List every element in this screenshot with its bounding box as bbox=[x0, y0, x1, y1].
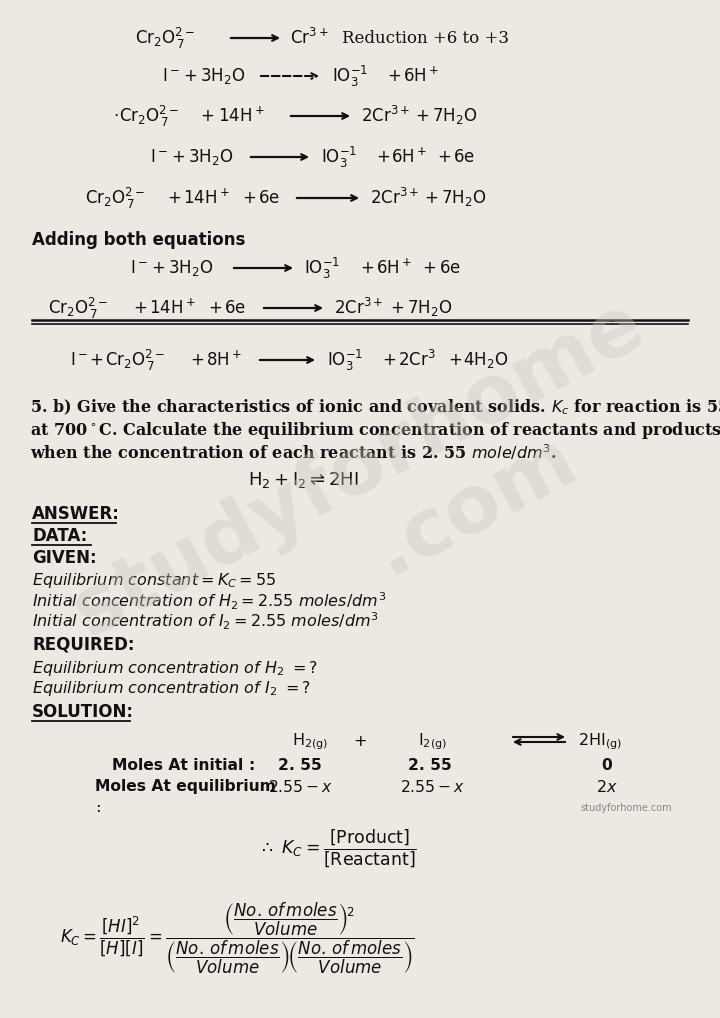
Text: $\mathit{Initial\ concentration\ of\ I_2 = 2.55\ moles/dm^3}$: $\mathit{Initial\ concentration\ of\ I_2… bbox=[32, 611, 379, 632]
Text: $+$: $+$ bbox=[415, 108, 429, 124]
Text: at 700$^\circ$C. Calculate the equilibrium concentration of reactants and produc: at 700$^\circ$C. Calculate the equilibri… bbox=[30, 419, 720, 441]
Text: $\rm I^-$: $\rm I^-$ bbox=[70, 351, 88, 369]
Text: $2.55 - x$: $2.55 - x$ bbox=[400, 779, 464, 795]
Text: $\rm 6e$: $\rm 6e$ bbox=[258, 189, 280, 207]
Text: $\rm IO_3^{-1}$: $\rm IO_3^{-1}$ bbox=[332, 63, 369, 89]
Text: $\rm Cr_2O^{2-}_{\,7}$: $\rm Cr_2O^{2-}_{\,7}$ bbox=[48, 295, 108, 321]
Text: $\rm 2Cr^{3+}$: $\rm 2Cr^{3+}$ bbox=[370, 188, 419, 208]
Text: DATA:: DATA: bbox=[32, 527, 87, 545]
Text: $\therefore\ K_C = \dfrac{[\mathrm{Product}]}{[\mathrm{Reactant}]}$: $\therefore\ K_C = \dfrac{[\mathrm{Produ… bbox=[258, 827, 417, 869]
Text: $\rm 14H^+$: $\rm 14H^+$ bbox=[149, 298, 196, 318]
Text: $\rm +3H_2O$: $\rm +3H_2O$ bbox=[180, 66, 246, 86]
Text: $\rm +3H_2O$: $\rm +3H_2O$ bbox=[148, 258, 214, 278]
Text: $+$: $+$ bbox=[382, 351, 396, 369]
Text: $2x$: $2x$ bbox=[596, 779, 618, 795]
Text: $\rm 6H^+$: $\rm 6H^+$ bbox=[403, 66, 439, 86]
Text: $+$: $+$ bbox=[208, 299, 222, 317]
Text: $\rm 14H^+$: $\rm 14H^+$ bbox=[218, 106, 264, 125]
Text: 2. 55: 2. 55 bbox=[408, 757, 452, 773]
Text: $\rm I^-$: $\rm I^-$ bbox=[150, 149, 168, 166]
Text: $\rm 7H_2O$: $\rm 7H_2O$ bbox=[441, 188, 486, 208]
Text: $\mathit{Equilibrium\ constant = K_C = 55}$: $\mathit{Equilibrium\ constant = K_C = 5… bbox=[32, 570, 276, 589]
Text: $\rm \cdot\!Cr_2O^{2-}_{\,7}$: $\rm \cdot\!Cr_2O^{2-}_{\,7}$ bbox=[110, 104, 179, 128]
Text: ANSWER:: ANSWER: bbox=[32, 505, 120, 523]
Text: :: : bbox=[248, 757, 254, 773]
Text: $\rm +3H_2O$: $\rm +3H_2O$ bbox=[168, 147, 234, 167]
Text: studyforhome
      .com: studyforhome .com bbox=[60, 285, 700, 731]
Text: $\rm 2HI_{(g)}$: $\rm 2HI_{(g)}$ bbox=[578, 732, 622, 752]
Text: $\rm 14H^+$: $\rm 14H^+$ bbox=[183, 188, 230, 208]
Text: $\mathit{Equilibrium\ concentration\ of\ H_2\ =?}$: $\mathit{Equilibrium\ concentration\ of\… bbox=[32, 659, 318, 678]
Text: studyforhome.com: studyforhome.com bbox=[580, 803, 672, 813]
Text: $+$: $+$ bbox=[437, 149, 451, 166]
Text: $\mathit{Equilibrium\ concentration\ of\ I_2\ =?}$: $\mathit{Equilibrium\ concentration\ of\… bbox=[32, 679, 311, 698]
Text: $+$: $+$ bbox=[376, 149, 390, 166]
Text: $+$: $+$ bbox=[390, 299, 404, 317]
Text: $+$: $+$ bbox=[190, 351, 204, 369]
Text: $+$: $+$ bbox=[200, 108, 214, 124]
Text: :: : bbox=[95, 799, 101, 816]
Text: $+$: $+$ bbox=[167, 189, 181, 207]
Text: $\rm 2Cr^3$: $\rm 2Cr^3$ bbox=[398, 350, 436, 371]
Text: $\rm 2Cr^{3+}$: $\rm 2Cr^{3+}$ bbox=[334, 298, 383, 318]
Text: $\rm 6H^+$: $\rm 6H^+$ bbox=[376, 259, 412, 278]
Text: $\rm IO_3^{-1}$: $\rm IO_3^{-1}$ bbox=[304, 256, 341, 281]
Text: $\rm 6e$: $\rm 6e$ bbox=[453, 149, 475, 166]
Text: SOLUTION:: SOLUTION: bbox=[32, 703, 134, 721]
Text: GIVEN:: GIVEN: bbox=[32, 549, 96, 567]
Text: $\rm Cr^{3+}$: $\rm Cr^{3+}$ bbox=[290, 27, 329, 48]
Text: $\rm Cr_2O^{2-}_{\,7}$: $\rm Cr_2O^{2-}_{\,7}$ bbox=[85, 185, 145, 211]
Text: $\rm I_{2(g)}$: $\rm I_{2(g)}$ bbox=[418, 732, 446, 752]
Text: $+$: $+$ bbox=[133, 299, 147, 317]
Text: $+$: $+$ bbox=[422, 260, 436, 277]
Text: $\rm 8H^+$: $\rm 8H^+$ bbox=[206, 350, 242, 370]
Text: $+$: $+$ bbox=[448, 351, 462, 369]
Text: $\rm 4H_2O$: $\rm 4H_2O$ bbox=[463, 350, 508, 370]
Text: $+$: $+$ bbox=[89, 351, 103, 369]
Text: 5. b) Give the characteristics of ionic and covalent solids. $K_c$ for reaction : 5. b) Give the characteristics of ionic … bbox=[30, 397, 720, 416]
Text: REQUIRED:: REQUIRED: bbox=[32, 636, 135, 654]
Text: $\rm 6e$: $\rm 6e$ bbox=[224, 299, 246, 317]
Text: $+$: $+$ bbox=[424, 189, 438, 207]
Text: $\rm 7H_2O$: $\rm 7H_2O$ bbox=[407, 298, 452, 318]
Text: $\rm I^-$: $\rm I^-$ bbox=[162, 67, 180, 84]
Text: $+$: $+$ bbox=[353, 734, 367, 750]
Text: 2. 55: 2. 55 bbox=[278, 757, 322, 773]
Text: $+$: $+$ bbox=[242, 189, 256, 207]
Text: $\rm 6H^+$: $\rm 6H^+$ bbox=[391, 148, 427, 167]
Text: Adding both equations: Adding both equations bbox=[32, 231, 246, 249]
Text: $\rm 7H_2O$: $\rm 7H_2O$ bbox=[432, 106, 477, 126]
Text: $\rm H_{2(g)}$: $\rm H_{2(g)}$ bbox=[292, 732, 328, 752]
Text: $+$: $+$ bbox=[360, 260, 374, 277]
Text: $\rm I^-$: $\rm I^-$ bbox=[130, 260, 148, 277]
Text: $\rm 2Cr^{3+}$: $\rm 2Cr^{3+}$ bbox=[361, 106, 410, 126]
Text: $+$: $+$ bbox=[387, 67, 401, 84]
Text: when the concentration of each reactant is 2. 55 $\mathit{mole/dm^3}$.: when the concentration of each reactant … bbox=[30, 443, 557, 463]
Text: $\rm H_2 + I_2 \rightleftharpoons 2HI$: $\rm H_2 + I_2 \rightleftharpoons 2HI$ bbox=[248, 470, 359, 490]
Text: $\mathit{Initial\ concentration\ of\ H_2 = 2.55\ moles/dm^3}$: $\mathit{Initial\ concentration\ of\ H_2… bbox=[32, 590, 386, 612]
Text: $\rm Cr_2O^{2-}_{\,7}$: $\rm Cr_2O^{2-}_{\,7}$ bbox=[105, 347, 165, 373]
Text: $\rm 6e$: $\rm 6e$ bbox=[439, 260, 461, 277]
Text: $2.55 - x$: $2.55 - x$ bbox=[268, 779, 333, 795]
Text: $K_C = \dfrac{[HI]^2}{[H][I]} = \dfrac{\left(\dfrac{\mathit{No.\,of\,moles}}{\ma: $K_C = \dfrac{[HI]^2}{[H][I]} = \dfrac{\… bbox=[60, 900, 415, 976]
Text: 0: 0 bbox=[602, 757, 613, 773]
Text: Moles At initial: Moles At initial bbox=[112, 757, 243, 773]
Text: Moles At equilibrium: Moles At equilibrium bbox=[95, 780, 276, 794]
Text: $\rm IO_3^{-1}$: $\rm IO_3^{-1}$ bbox=[321, 145, 357, 170]
Text: Reduction +6 to +3: Reduction +6 to +3 bbox=[342, 30, 509, 47]
Text: $\rm Cr_2O^{2-}_{\,7}$: $\rm Cr_2O^{2-}_{\,7}$ bbox=[135, 25, 195, 51]
Text: $\rm IO_3^{-1}$: $\rm IO_3^{-1}$ bbox=[327, 347, 364, 373]
